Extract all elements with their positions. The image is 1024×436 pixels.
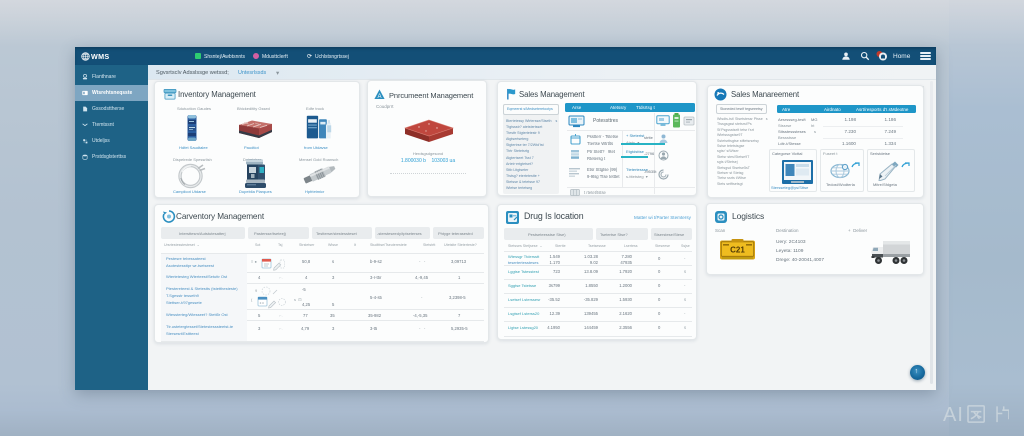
svg-text:C21: C21 bbox=[730, 246, 745, 255]
svg-text:A: A bbox=[377, 94, 381, 100]
